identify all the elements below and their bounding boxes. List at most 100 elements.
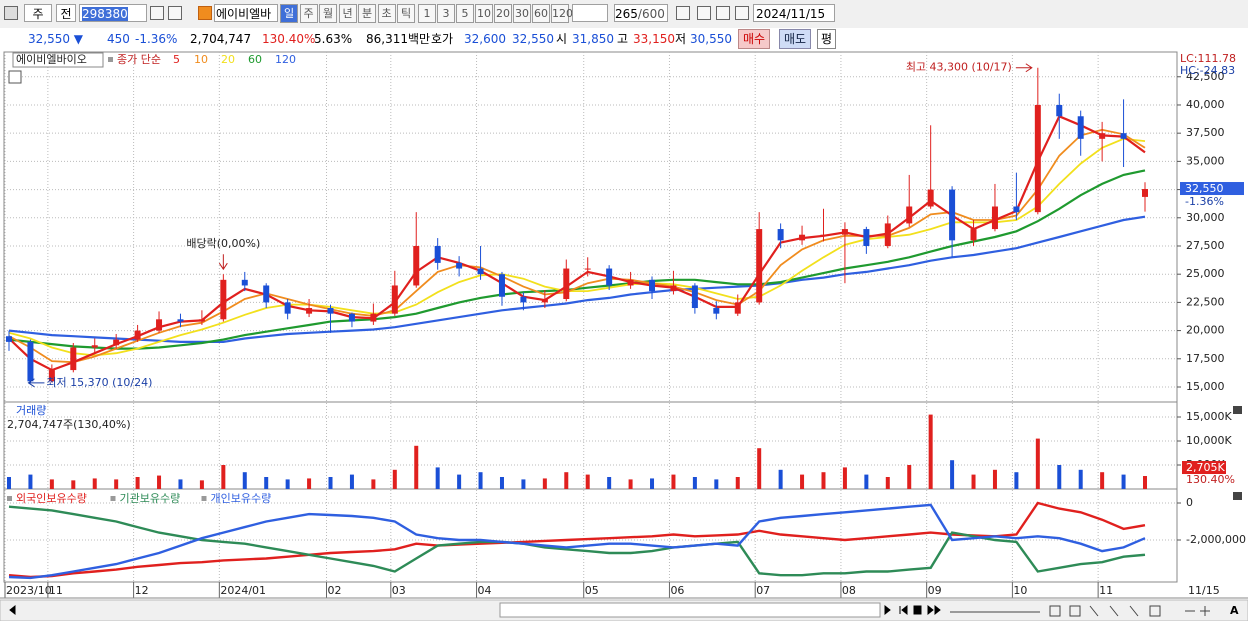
y-tick-label: 25,000 [1186,267,1225,280]
candle-body [1099,133,1106,139]
panel-frame [3,488,1178,583]
period-button[interactable]: 120 [551,4,573,23]
volume-bar [650,478,655,489]
period-button[interactable]: 초 [377,4,396,23]
blank-select[interactable] [572,4,608,22]
change: 450 [107,32,130,46]
volume-bar [285,479,290,489]
candle-body [541,299,548,303]
scope-select[interactable]: 전 [56,4,76,22]
toolbar-icons[interactable] [950,605,1210,617]
candle-body [6,336,12,342]
x-tick-label: 04 [478,584,492,597]
period-button[interactable]: 60 [532,4,550,23]
menu-icon[interactable] [4,6,18,20]
speaker-icon[interactable] [168,6,182,20]
volume-bar [349,474,354,489]
code-input[interactable]: 298380 [79,4,147,22]
sell-button[interactable]: 매도 [779,29,812,49]
low-label: 저 [675,32,687,46]
annotation-arrow [218,254,228,271]
last-price-label: 32,550 [1185,182,1224,195]
tool-icon[interactable] [697,6,711,20]
candle-body [456,262,463,269]
y-tick-label: 42,500 [1186,70,1225,83]
period-button[interactable]: 주 [299,4,318,23]
period-button[interactable]: 월 [319,4,337,23]
candle-body [113,339,120,346]
candle-body [841,229,848,235]
volume-bar [950,460,955,489]
volume-bar [992,469,997,489]
stock-icon[interactable] [198,6,212,20]
x-tick-label: 08 [842,584,856,597]
volume-bar [542,478,547,489]
holding-line [8,503,1146,580]
code-text: 298380 [82,7,128,21]
period-button[interactable]: 3 [437,4,455,23]
candle-body [477,268,484,275]
period-button[interactable]: 분 [358,4,376,23]
period-button[interactable]: 30 [513,4,531,23]
candle-body [1077,116,1084,139]
settings-icon[interactable] [735,6,749,20]
volume-bar [735,477,740,489]
volume: 2,704,747 [190,32,252,46]
y-tick-label: 15,000K [1186,410,1232,423]
x-tick-label: 12 [135,584,149,597]
scroll-controls[interactable] [9,604,941,616]
tool-icon[interactable] [676,6,690,20]
candle-body [820,234,827,236]
volume-bar [457,474,462,489]
text-tool-icon[interactable]: A [1230,604,1239,617]
volume-bar [928,414,933,489]
y-tick-label: 22,500 [1186,295,1225,308]
volume-bar [842,467,847,489]
legend-marker [201,496,207,501]
legend-entry: 20 [221,53,235,66]
volume-bar [564,472,569,489]
count-box[interactable]: 265/600 [614,4,668,22]
y-tick-label: -2,000,000 [1186,533,1246,546]
period-button[interactable]: 20 [494,4,512,23]
candle-body [241,279,248,286]
volume-bar [1143,476,1147,489]
candle-body [799,234,806,241]
candle-body [713,308,720,314]
period-button[interactable]: 년 [338,4,357,23]
candle-body [863,229,870,246]
candle-body [991,206,998,230]
period-button[interactable]: 1 [418,4,436,23]
y-tick-label: 27,500 [1186,239,1225,252]
market-select[interactable]: 주 [24,4,52,22]
annotation-dividend: 배당락(0,00%) [186,237,260,250]
volume-bar [1014,472,1019,489]
candle-body [884,223,891,246]
candle-body [156,319,163,331]
last-volume-box [1182,461,1226,475]
last-rate-label: -1.36% [1185,195,1224,208]
candle-body [134,330,141,340]
candle-body [27,341,34,382]
amount: 86,311백만 [366,32,431,46]
ask-label: 호가 [431,32,454,46]
buy-button[interactable]: 매수 [738,29,771,49]
date-box[interactable]: 2024/11/15 [753,4,835,22]
candle-body [1142,189,1148,197]
period-button[interactable]: 일 [280,4,298,23]
quote-bar: 32,550 ▼ 450 -1.36% 2,704,747 130.40% 5.… [0,28,1248,51]
volume-bar [435,467,440,489]
period-button[interactable]: 틱 [397,4,415,23]
search-icon[interactable] [150,6,164,20]
background [0,50,1248,621]
volume-bar [28,474,33,489]
avg-button[interactable]: 평 [817,29,837,49]
moving-average-line [8,114,1146,372]
volume-bar [178,479,183,489]
volume-bar [885,477,890,489]
period-button[interactable]: 10 [475,4,493,23]
save-icon[interactable] [716,6,730,20]
scroll-thumb[interactable] [499,602,881,618]
period-button[interactable]: 5 [456,4,474,23]
x-tick-label: 05 [585,584,599,597]
